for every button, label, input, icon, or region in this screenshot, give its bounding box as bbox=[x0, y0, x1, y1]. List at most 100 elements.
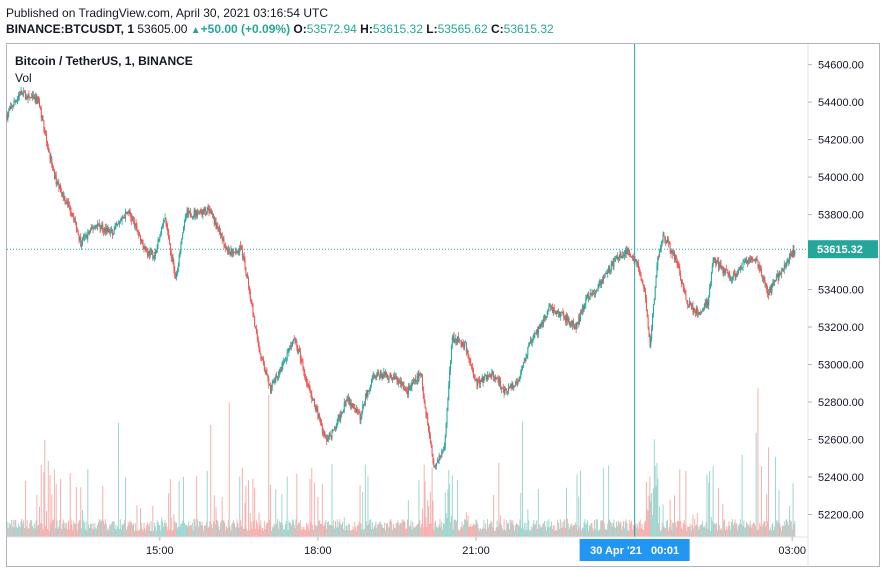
candle-body bbox=[535, 332, 537, 334]
volume-bar bbox=[117, 526, 119, 537]
volume-bar bbox=[370, 519, 372, 537]
candle-body bbox=[212, 213, 214, 217]
volume-bar bbox=[77, 523, 79, 537]
candle-body bbox=[580, 312, 582, 322]
candle-body bbox=[312, 398, 314, 400]
volume-bar bbox=[97, 522, 99, 537]
volume-bar bbox=[343, 517, 345, 537]
volume-bar bbox=[561, 522, 563, 537]
candle-body bbox=[513, 386, 515, 388]
candle-body bbox=[36, 97, 38, 104]
volume-bar bbox=[643, 530, 645, 537]
candle-body bbox=[770, 287, 772, 292]
candle-body bbox=[189, 210, 191, 212]
volume-bar bbox=[22, 523, 24, 537]
candle-body bbox=[464, 342, 466, 344]
candle-body bbox=[157, 240, 159, 246]
volume-bar bbox=[586, 523, 588, 537]
volume-bar bbox=[660, 529, 662, 537]
candle-body bbox=[343, 402, 345, 411]
candle-body bbox=[357, 411, 359, 413]
volume-bar bbox=[695, 524, 697, 537]
volume-bar bbox=[45, 526, 47, 537]
volume-bar bbox=[717, 487, 719, 537]
candle-body bbox=[162, 222, 164, 227]
volume-bar bbox=[49, 475, 51, 537]
volume-bar bbox=[411, 529, 413, 537]
volume-bar bbox=[604, 528, 606, 537]
volume-bar bbox=[309, 478, 311, 537]
volume-bar bbox=[478, 528, 480, 537]
candle-body bbox=[583, 304, 585, 311]
volume-bar bbox=[27, 528, 29, 537]
candle-body bbox=[17, 96, 19, 99]
volume-bar bbox=[391, 521, 393, 537]
candle-body bbox=[534, 332, 536, 334]
candle-body bbox=[340, 413, 342, 420]
candle-body bbox=[146, 251, 148, 252]
candle-body bbox=[793, 249, 795, 255]
candle-body bbox=[397, 381, 399, 384]
volume-bar bbox=[172, 529, 174, 537]
volume-bar bbox=[204, 525, 206, 537]
volume-bar bbox=[320, 523, 322, 537]
candle-body bbox=[443, 446, 445, 450]
volume-bar bbox=[103, 520, 105, 537]
volume-bar bbox=[499, 522, 501, 537]
candle-body bbox=[552, 307, 554, 313]
candle-body bbox=[27, 93, 29, 100]
candle-body bbox=[241, 249, 243, 257]
candle-body bbox=[465, 342, 467, 352]
volume-bar bbox=[355, 527, 357, 537]
candle-body bbox=[285, 359, 287, 361]
candle-body bbox=[719, 263, 721, 266]
candle-body bbox=[410, 386, 412, 389]
chart-frame[interactable] bbox=[6, 43, 880, 567]
candle-body bbox=[112, 234, 114, 235]
volume-bar bbox=[363, 529, 365, 537]
volume-bar bbox=[736, 522, 738, 537]
candle-body bbox=[6, 115, 8, 119]
volume-bar bbox=[420, 527, 422, 537]
candle-body bbox=[407, 386, 409, 395]
candle-body bbox=[111, 229, 113, 232]
candle-body bbox=[418, 373, 420, 381]
candle-body bbox=[597, 286, 599, 291]
candle-body bbox=[370, 379, 372, 385]
candle-body bbox=[99, 224, 101, 230]
volume-bar bbox=[442, 529, 444, 537]
volume-bar bbox=[753, 522, 755, 537]
volume-bar bbox=[318, 520, 320, 537]
candle-body bbox=[378, 371, 380, 376]
candle-body bbox=[392, 378, 394, 381]
candle-body bbox=[103, 228, 105, 232]
candle-body bbox=[669, 243, 671, 251]
candle-body bbox=[215, 219, 217, 229]
candle-body bbox=[756, 258, 758, 261]
candle-body bbox=[775, 276, 777, 280]
volume-bar bbox=[161, 517, 163, 537]
candle-body bbox=[702, 309, 704, 312]
candle-body bbox=[141, 239, 143, 243]
volume-bar bbox=[7, 521, 9, 537]
volume-bar bbox=[392, 523, 394, 537]
candle-body bbox=[587, 294, 589, 299]
volume-bar bbox=[759, 522, 761, 537]
volume-bar bbox=[480, 529, 482, 537]
candle-body bbox=[568, 318, 570, 325]
candle-body bbox=[481, 377, 483, 382]
volume-bar bbox=[249, 512, 251, 537]
candle-body bbox=[385, 372, 387, 376]
candle-body bbox=[665, 239, 667, 243]
candle-body bbox=[645, 290, 647, 299]
volume-bar bbox=[484, 528, 486, 537]
candle-body bbox=[91, 226, 93, 229]
volume-bar bbox=[146, 524, 148, 537]
volume-bar bbox=[132, 523, 134, 537]
candle-body bbox=[39, 107, 41, 109]
candle-body bbox=[26, 97, 28, 100]
volume-bar bbox=[779, 523, 781, 537]
volume-bar bbox=[154, 522, 156, 537]
candle-body bbox=[86, 235, 88, 239]
